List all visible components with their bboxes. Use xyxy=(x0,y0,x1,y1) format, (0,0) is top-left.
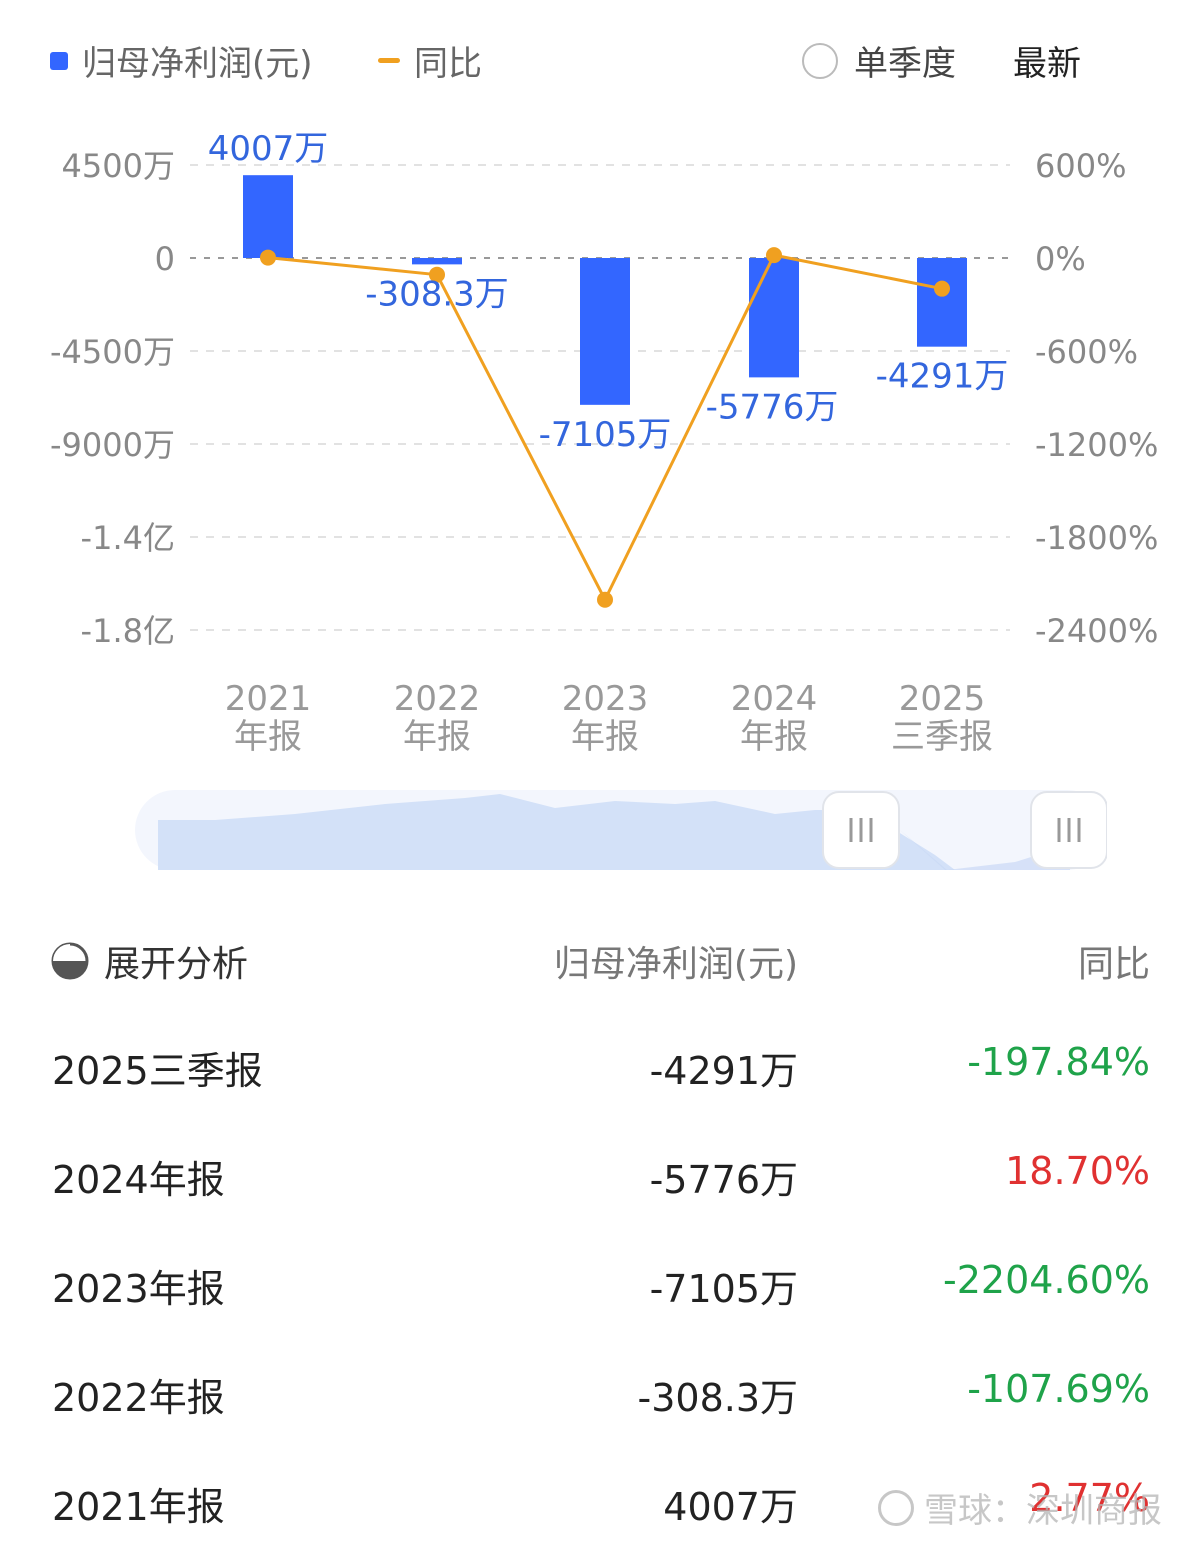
legend-net-profit[interactable]: 归母净利润(元) xyxy=(50,36,313,85)
y-left-tick-label: -1.4亿 xyxy=(81,519,175,557)
legend-yoy-label: 同比 xyxy=(414,44,482,84)
latest-button[interactable]: 最新 xyxy=(1013,44,1081,84)
y-right-tick-label: -600% xyxy=(1035,333,1138,371)
row-net-profit: -4291万 xyxy=(649,1049,798,1093)
row-yoy: -2204.60% xyxy=(943,1258,1150,1302)
bar-data-label: 4007万 xyxy=(208,129,329,169)
bar-data-label: -308.3万 xyxy=(365,274,509,314)
y-left-tick-label: -4500万 xyxy=(50,333,175,371)
col-header-yoy: 同比 xyxy=(1077,944,1150,985)
y-right-tick-label: -1200% xyxy=(1035,426,1158,464)
table-row[interactable]: 2024年报 -5776万 18.70% xyxy=(50,1149,1150,1209)
orange-line-icon xyxy=(378,58,400,63)
y-right-tick-label: 0% xyxy=(1035,240,1086,278)
row-net-profit: -7105万 xyxy=(649,1267,798,1311)
watermark-text: 雪球：深圳商报 xyxy=(924,1491,1162,1531)
radio-icon[interactable] xyxy=(802,42,838,79)
y-right-tick-label: 600% xyxy=(1035,147,1126,185)
x-tick-label-type: 年报 xyxy=(740,717,808,757)
x-tick-label-year: 2021 xyxy=(225,679,312,719)
yoy-point xyxy=(934,280,950,297)
row-period: 2024年报 xyxy=(52,1158,225,1202)
yoy-point xyxy=(766,247,782,264)
y-left-tick-label: 0 xyxy=(155,240,175,278)
row-yoy: -197.84% xyxy=(967,1040,1150,1084)
single-quarter-toggle[interactable]: 单季度 xyxy=(802,36,956,85)
y-right-tick-label: -2400% xyxy=(1035,612,1158,650)
expand-analysis-button[interactable]: 展开分析 xyxy=(50,935,248,987)
expand-analysis-label: 展开分析 xyxy=(104,944,249,985)
row-yoy: 18.70% xyxy=(1005,1149,1150,1193)
watermark: 雪球：深圳商报 xyxy=(878,1483,1162,1532)
table-row[interactable]: 2021年报 4007万 2.77% xyxy=(50,1476,1150,1536)
y-left-tick-label: -9000万 xyxy=(50,426,175,464)
row-yoy: -107.69% xyxy=(967,1367,1150,1411)
table-row[interactable]: 2025三季报 -4291万 -197.84% xyxy=(50,1040,1150,1100)
yoy-point xyxy=(597,591,613,608)
table-row[interactable]: 2023年报 -7105万 -2204.60% xyxy=(50,1258,1150,1318)
bar-data-label: -4291万 xyxy=(876,357,1009,397)
slider-mini-area xyxy=(158,794,955,870)
bar xyxy=(580,258,630,405)
x-tick-label-year: 2022 xyxy=(394,679,481,719)
row-yoy: 2.77% xyxy=(1029,1476,1150,1520)
slider-handle-right[interactable] xyxy=(1030,791,1107,869)
y-left-tick-label: -1.8亿 xyxy=(81,612,175,650)
x-tick-label-year: 2025 xyxy=(899,679,986,719)
single-quarter-label: 单季度 xyxy=(854,44,956,84)
range-slider[interactable] xyxy=(135,790,1107,870)
x-tick-label-type: 年报 xyxy=(403,717,471,757)
table-row[interactable]: 2022年报 -308.3万 -107.69% xyxy=(50,1367,1150,1427)
yoy-point xyxy=(260,249,276,266)
table-header: 展开分析 归母净利润(元) 同比 xyxy=(50,935,1150,995)
bar xyxy=(917,258,967,347)
y-left-tick-label: 4500万 xyxy=(62,147,175,185)
row-net-profit: 4007万 xyxy=(663,1485,798,1529)
y-right-tick-label: -1800% xyxy=(1035,519,1158,557)
pie-chart-icon xyxy=(51,942,89,980)
x-tick-label-type: 年报 xyxy=(234,717,302,757)
row-period: 2021年报 xyxy=(52,1485,225,1529)
blue-square-icon xyxy=(50,51,68,70)
bar-data-label: -7105万 xyxy=(539,415,672,455)
legend-yoy[interactable]: 同比 xyxy=(378,36,482,85)
chart-legend: 归母净利润(元) 同比 单季度 最新 xyxy=(50,36,1150,86)
row-net-profit: -308.3万 xyxy=(637,1376,799,1420)
bar xyxy=(243,175,293,258)
row-period: 2023年报 xyxy=(52,1267,225,1311)
legend-net-profit-label: 归母净利润(元) xyxy=(82,44,313,84)
yoy-point xyxy=(429,266,445,283)
row-period: 2022年报 xyxy=(52,1376,225,1420)
bar xyxy=(749,258,799,378)
row-period: 2025三季报 xyxy=(52,1049,263,1093)
bar xyxy=(412,258,462,265)
x-tick-label-year: 2024 xyxy=(731,679,818,719)
col-header-net-profit: 归母净利润(元) xyxy=(553,944,798,985)
slider-handle-left[interactable] xyxy=(822,791,900,869)
bar-data-label: -5776万 xyxy=(706,387,839,427)
x-tick-label-year: 2023 xyxy=(562,679,649,719)
net-profit-chart: 4500万 600% 0 0% -4500万 -600% -9000万 -1200% -1.4亿… xyxy=(50,129,1158,757)
x-tick-label-type: 三季报 xyxy=(891,717,993,757)
x-tick-label-type: 年报 xyxy=(571,717,639,757)
slider-mini-area-selected xyxy=(900,830,1070,870)
snowball-logo-icon xyxy=(878,1489,914,1526)
row-net-profit: -5776万 xyxy=(649,1158,798,1202)
